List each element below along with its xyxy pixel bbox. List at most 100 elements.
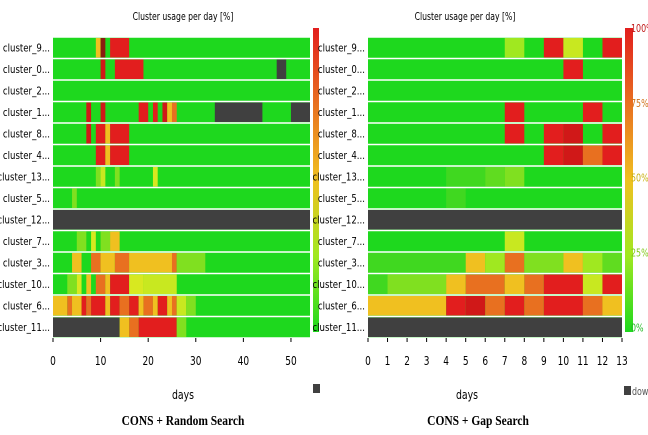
row-label: cluster_10...	[312, 279, 365, 291]
down-legend-label: down	[632, 386, 648, 399]
heatmap-cell	[95, 145, 106, 165]
heatmap-cell	[504, 231, 525, 251]
heatmap-cell	[95, 274, 106, 294]
heatmap-cell	[171, 253, 177, 273]
row-label: cluster_2...	[3, 86, 50, 98]
heatmap-cell	[167, 296, 172, 316]
row-label: cluster_7...	[3, 236, 50, 248]
heatmap-cell	[563, 124, 583, 144]
row-label: cluster_9...	[3, 43, 50, 55]
heatmap-cell	[110, 38, 130, 58]
heatmap-cell	[152, 167, 158, 187]
heatmap-cell	[91, 253, 101, 273]
heatmap-cell	[72, 296, 82, 316]
heatmap-cell	[543, 274, 583, 294]
colorbar-tick-label: 0%	[631, 322, 644, 335]
row-label: cluster_10...	[0, 279, 50, 291]
row-label: cluster_4...	[3, 150, 50, 162]
heatmap-cell	[176, 253, 206, 273]
chart-title: Cluster usage per day [%]	[415, 11, 516, 23]
heatmap-cell	[86, 124, 92, 144]
heatmap-cell	[368, 274, 388, 294]
heatmap-cell	[119, 317, 130, 337]
heatmap-cell	[602, 124, 622, 144]
x-tick-label: 10	[558, 355, 570, 369]
heatmap-cell	[105, 274, 111, 294]
heatmap-cell	[138, 296, 144, 316]
heatmap-cell	[504, 38, 525, 58]
heatmap-cell	[129, 253, 172, 273]
heatmap-cell	[105, 145, 111, 165]
heatmap-cell	[171, 296, 177, 316]
row-label: cluster_13...	[0, 172, 50, 184]
heatmap-cell	[100, 253, 115, 273]
heatmap-cell	[543, 296, 583, 316]
gap-search-panel: Cluster usage per day [%] cluster_9...clu…	[312, 11, 648, 428]
heatmap-cell	[504, 124, 525, 144]
heatmap-cell	[602, 38, 622, 58]
heatmap-cell	[129, 317, 139, 337]
chart-title: Cluster usage per day [%]	[133, 11, 234, 23]
x-tick-label: 5	[463, 355, 469, 369]
heatmap-cell	[214, 102, 263, 122]
heatmap-cell	[95, 38, 101, 58]
heatmap-cell	[91, 296, 106, 316]
row-label: cluster_0...	[318, 64, 365, 76]
heatmap-cell	[176, 296, 187, 316]
heatmap-cell	[72, 253, 82, 273]
heatmap-cell	[602, 253, 622, 273]
x-tick-label: 3	[424, 355, 430, 369]
heatmap-cell	[602, 274, 622, 294]
heatmap-cell	[119, 296, 130, 316]
heatmap-cell	[290, 102, 310, 122]
heatmap-cell	[67, 296, 73, 316]
x-tick-label: 1	[385, 355, 391, 369]
heatmap-cell	[186, 296, 196, 316]
heatmap-cell	[162, 102, 168, 122]
heatmap-cell	[81, 296, 87, 316]
heatmap-cell	[110, 145, 130, 165]
heatmap-cell	[563, 253, 583, 273]
heatmap-cell	[387, 274, 447, 294]
row-label: cluster_9...	[318, 43, 365, 55]
heatmap-cell	[582, 253, 603, 273]
heatmap-cell	[143, 296, 153, 316]
colorbar-tick-label: 50%	[631, 173, 648, 186]
heatmap-cell	[53, 317, 120, 337]
row-label: cluster_13...	[312, 172, 365, 184]
heatmap-cell	[171, 102, 177, 122]
heatmap-cell	[368, 210, 622, 230]
panel-caption: CONS + Random Search	[122, 413, 245, 428]
heatmap-cell	[582, 296, 603, 316]
heatmap-cell	[167, 102, 172, 122]
heatmap-cell	[67, 274, 77, 294]
x-tick-label: 40	[238, 355, 250, 369]
x-tick-label: 13	[616, 355, 627, 369]
heatmap-cell	[446, 188, 466, 208]
heatmap-cell	[176, 317, 187, 337]
heatmap-cell	[485, 296, 505, 316]
heatmap-cell	[504, 296, 525, 316]
x-axis-label: days	[456, 388, 478, 402]
heatmap-cell	[563, 38, 583, 58]
heatmap-cell	[53, 210, 310, 230]
heatmap-cell	[105, 124, 111, 144]
heatmap-cell	[465, 253, 486, 273]
heatmap-cell	[543, 38, 564, 58]
heatmap-cell	[86, 102, 92, 122]
heatmap-cell	[543, 124, 564, 144]
row-label: cluster_6...	[3, 301, 50, 313]
panel-caption: CONS + Gap Search	[427, 413, 529, 428]
heatmap-cell	[100, 231, 111, 251]
heatmap-cell	[368, 317, 622, 337]
heatmap-cell	[582, 102, 603, 122]
heatmap-cell	[152, 296, 158, 316]
heatmap-cell	[86, 296, 92, 316]
x-tick-label: 30	[190, 355, 202, 369]
heatmap-cell	[446, 274, 466, 294]
heatmap-cell	[152, 102, 158, 122]
heatmap-cell	[524, 253, 564, 273]
heatmap-cell	[368, 253, 466, 273]
heatmap-cell	[446, 296, 466, 316]
